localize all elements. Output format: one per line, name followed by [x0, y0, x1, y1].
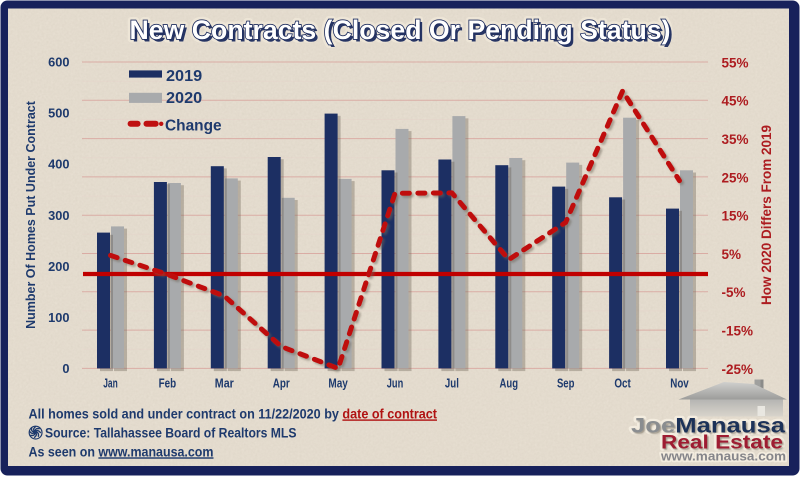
svg-text:Real Estate: Real Estate	[661, 433, 783, 454]
svg-text:Real Estate: Real Estate	[661, 433, 783, 454]
svg-text:Apr: Apr	[273, 375, 290, 390]
svg-text:35%: 35%	[722, 132, 749, 147]
svg-text:www.manausa.com: www.manausa.com	[660, 448, 786, 463]
svg-text:5%: 5%	[722, 247, 742, 262]
svg-text:500: 500	[48, 106, 69, 121]
svg-text:200: 200	[48, 259, 69, 274]
svg-text:-15%: -15%	[722, 324, 754, 339]
svg-text:Sep: Sep	[557, 375, 575, 390]
svg-text:Number Of Homes Put Under Cont: Number Of Homes Put Under Contract	[24, 100, 38, 329]
svg-text:New Contracts (Closed Or Pendi: New Contracts (Closed Or Pending Status)	[132, 18, 673, 48]
svg-text:All homes sold and under contr: All homes sold and under contract on 11/…	[29, 406, 438, 422]
svg-text:www.manausa.com: www.manausa.com	[660, 448, 786, 463]
svg-text:55%: 55%	[722, 55, 749, 70]
svg-text:Nov: Nov	[670, 375, 689, 390]
svg-text:15%: 15%	[722, 209, 749, 224]
svg-text:45%: 45%	[722, 94, 749, 109]
svg-text:25%: 25%	[722, 170, 749, 185]
svg-text:100: 100	[48, 310, 69, 325]
svg-text:JoeManausa: JoeManausa	[631, 415, 786, 438]
svg-text:Source: Tallahassee Board of R: Source: Tallahassee Board of Realtors ML…	[45, 425, 297, 441]
svg-text:New Contracts (Closed Or Pendi: New Contracts (Closed Or Pending Status)	[130, 15, 671, 45]
svg-text:How 2020 Differs From 2019: How 2020 Differs From 2019	[759, 125, 774, 305]
svg-text:Jul: Jul	[445, 375, 459, 390]
svg-text:300: 300	[48, 208, 69, 223]
svg-text:0: 0	[62, 361, 69, 376]
svg-text:Feb: Feb	[159, 375, 177, 390]
svg-text:Aug: Aug	[500, 375, 519, 390]
svg-text:Mar: Mar	[215, 375, 234, 390]
svg-text:2019: 2019	[166, 68, 202, 85]
svg-text:JoeManausa: JoeManausa	[631, 415, 786, 438]
svg-text:As seen on www.manausa.com: As seen on www.manausa.com	[29, 444, 214, 460]
svg-text:Jun: Jun	[387, 375, 404, 390]
svg-text:-5%: -5%	[722, 285, 746, 300]
svg-text:2020: 2020	[166, 90, 202, 107]
svg-text:New Contracts (Closed Or Pendi: New Contracts (Closed Or Pending Status)	[130, 15, 671, 45]
svg-text:600: 600	[48, 55, 69, 70]
svg-text:Oct: Oct	[614, 375, 631, 390]
svg-text:Change: Change	[165, 118, 222, 135]
svg-text:400: 400	[48, 157, 69, 172]
svg-text:May: May	[328, 375, 348, 390]
svg-text:-25%: -25%	[722, 362, 754, 377]
svg-text:Jan: Jan	[103, 375, 118, 390]
